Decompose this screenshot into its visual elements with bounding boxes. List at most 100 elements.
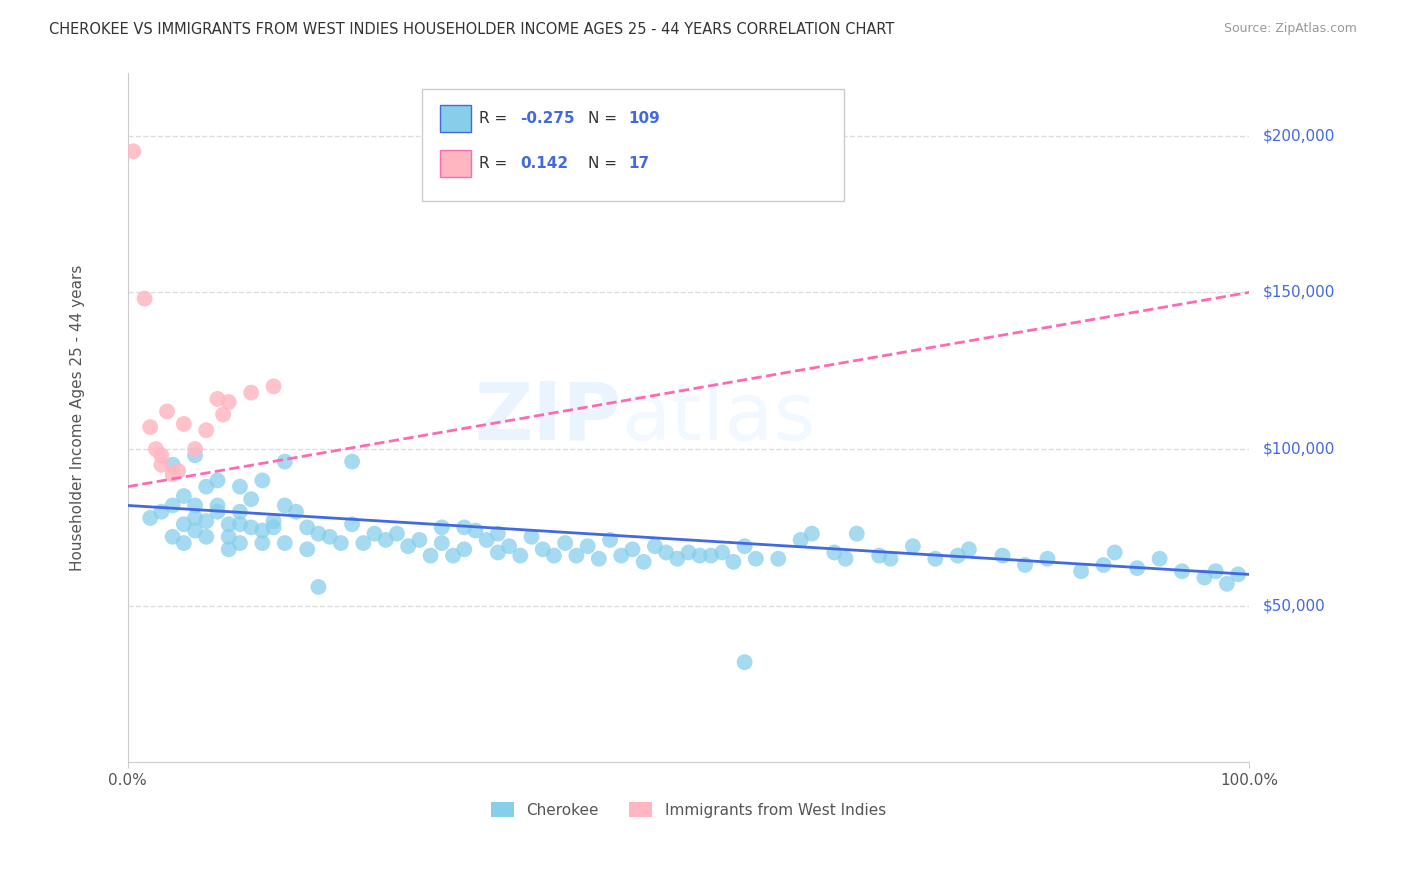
- Point: [453, 542, 475, 557]
- Point: [307, 526, 329, 541]
- Text: 109: 109: [628, 112, 661, 126]
- Text: $200,000: $200,000: [1263, 128, 1336, 143]
- Point: [167, 464, 190, 478]
- Point: [734, 539, 756, 553]
- Point: [1014, 558, 1036, 572]
- Point: [207, 505, 229, 519]
- Text: N =: N =: [588, 156, 621, 170]
- Point: [957, 542, 980, 557]
- Point: [800, 526, 823, 541]
- Point: [195, 423, 218, 437]
- Text: CHEROKEE VS IMMIGRANTS FROM WEST INDIES HOUSEHOLDER INCOME AGES 25 - 44 YEARS CO: CHEROKEE VS IMMIGRANTS FROM WEST INDIES …: [49, 22, 894, 37]
- Point: [207, 474, 229, 488]
- Point: [229, 505, 252, 519]
- Point: [352, 536, 374, 550]
- Point: [122, 145, 145, 159]
- Point: [263, 520, 285, 534]
- Point: [723, 555, 745, 569]
- Point: [139, 511, 162, 525]
- Point: [901, 539, 924, 553]
- Point: [543, 549, 565, 563]
- Point: [408, 533, 430, 547]
- Point: [162, 499, 184, 513]
- Point: [184, 511, 207, 525]
- Point: [486, 526, 509, 541]
- Point: [453, 520, 475, 534]
- Point: [430, 536, 453, 550]
- Point: [441, 549, 464, 563]
- Point: [318, 530, 340, 544]
- Text: Source: ZipAtlas.com: Source: ZipAtlas.com: [1223, 22, 1357, 36]
- Text: 0.142: 0.142: [520, 156, 568, 170]
- Point: [363, 526, 385, 541]
- Point: [218, 395, 240, 409]
- Point: [621, 542, 644, 557]
- Point: [644, 539, 666, 553]
- Point: [734, 655, 756, 669]
- Point: [274, 499, 297, 513]
- Text: $150,000: $150,000: [1263, 285, 1336, 300]
- Text: -0.275: -0.275: [520, 112, 575, 126]
- Point: [1092, 558, 1115, 572]
- Point: [307, 580, 329, 594]
- Point: [498, 539, 520, 553]
- Point: [565, 549, 588, 563]
- Point: [531, 542, 554, 557]
- Point: [329, 536, 352, 550]
- Text: $50,000: $50,000: [1263, 599, 1326, 613]
- Point: [396, 539, 419, 553]
- Point: [195, 514, 218, 528]
- Point: [678, 545, 700, 559]
- Point: [385, 526, 408, 541]
- Point: [212, 408, 235, 422]
- Point: [834, 551, 856, 566]
- Point: [374, 533, 396, 547]
- Point: [297, 542, 319, 557]
- Point: [1036, 551, 1059, 566]
- Point: [218, 517, 240, 532]
- Point: [845, 526, 868, 541]
- Text: Householder Income Ages 25 - 44 years: Householder Income Ages 25 - 44 years: [70, 265, 84, 571]
- Point: [252, 474, 274, 488]
- Point: [195, 480, 218, 494]
- Point: [218, 542, 240, 557]
- Point: [240, 385, 263, 400]
- Point: [745, 551, 768, 566]
- Point: [520, 530, 543, 544]
- Text: N =: N =: [588, 112, 621, 126]
- Point: [134, 292, 156, 306]
- Point: [430, 520, 453, 534]
- Point: [924, 551, 946, 566]
- Point: [218, 530, 240, 544]
- Point: [576, 539, 599, 553]
- Point: [633, 555, 655, 569]
- Point: [486, 545, 509, 559]
- Point: [588, 551, 610, 566]
- Point: [139, 420, 162, 434]
- Point: [229, 517, 252, 532]
- Point: [419, 549, 441, 563]
- Point: [599, 533, 621, 547]
- Point: [274, 536, 297, 550]
- Point: [162, 530, 184, 544]
- Legend: Cherokee, Immigrants from West Indies: Cherokee, Immigrants from West Indies: [485, 796, 891, 823]
- Point: [195, 530, 218, 544]
- Point: [1126, 561, 1149, 575]
- Point: [1149, 551, 1171, 566]
- Point: [173, 417, 195, 431]
- Point: [789, 533, 811, 547]
- Point: [263, 514, 285, 528]
- Point: [946, 549, 969, 563]
- Point: [263, 379, 285, 393]
- Point: [150, 448, 173, 462]
- Point: [240, 520, 263, 534]
- Point: [252, 536, 274, 550]
- Point: [285, 505, 308, 519]
- Point: [711, 545, 734, 559]
- Point: [274, 454, 297, 468]
- Point: [184, 499, 207, 513]
- Point: [991, 549, 1014, 563]
- Point: [340, 454, 363, 468]
- Point: [156, 404, 179, 418]
- Point: [340, 517, 363, 532]
